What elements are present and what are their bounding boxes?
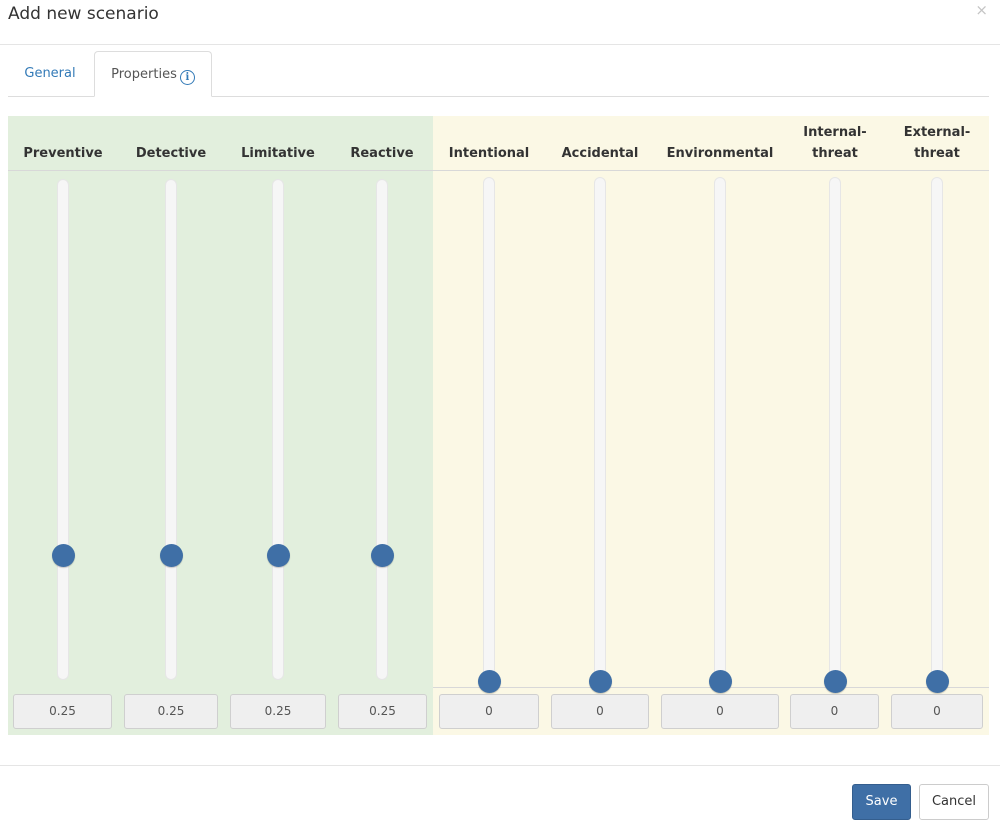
column-label: Reactive <box>350 146 414 161</box>
slider-track[interactable] <box>829 177 841 681</box>
info-icon[interactable]: i <box>179 70 195 85</box>
tab-general[interactable]: General <box>8 51 92 96</box>
modal-title: Add new scenario <box>8 4 159 24</box>
slider-track[interactable] <box>57 179 69 680</box>
slider-handle[interactable] <box>477 669 501 693</box>
threats-group-panel <box>433 116 989 735</box>
header-divider <box>8 170 989 171</box>
slider-track[interactable] <box>483 177 495 681</box>
slider-track[interactable] <box>272 179 284 680</box>
cancel-button[interactable]: Cancel <box>919 784 989 820</box>
save-button[interactable]: Save <box>852 784 911 820</box>
slider-value-input[interactable]: 0 <box>661 694 779 729</box>
tab-properties-label: Properties <box>111 67 177 82</box>
slider-track[interactable] <box>594 177 606 681</box>
slider-handle[interactable] <box>266 543 290 567</box>
column-label: Accidental <box>561 146 639 161</box>
tab-bar: General Properties i <box>8 51 989 97</box>
slider-handle[interactable] <box>588 669 612 693</box>
slider-handle[interactable] <box>51 543 75 567</box>
column-label: threat <box>812 146 858 161</box>
column-label-line1: External- <box>903 125 971 140</box>
tab-properties[interactable]: Properties i <box>94 51 212 97</box>
column-label: Environmental <box>666 146 774 161</box>
slider-handle[interactable] <box>823 669 847 693</box>
slider-value-input[interactable]: 0.25 <box>230 694 326 729</box>
slider-value-input[interactable]: 0 <box>551 694 649 729</box>
modal-footer-divider <box>0 765 1000 766</box>
column-label: Preventive <box>23 146 103 161</box>
column-label-line1: Internal- <box>803 125 867 140</box>
slider-handle[interactable] <box>159 543 183 567</box>
slider-track[interactable] <box>931 177 943 681</box>
slider-handle[interactable] <box>370 543 394 567</box>
column-label: threat <box>914 146 960 161</box>
slider-value-input[interactable]: 0.25 <box>338 694 427 729</box>
slider-value-input[interactable]: 0 <box>891 694 983 729</box>
slider-value-input[interactable]: 0.25 <box>124 694 218 729</box>
column-label: Detective <box>135 146 207 161</box>
close-icon[interactable]: × <box>975 1 988 19</box>
slider-track[interactable] <box>376 179 388 680</box>
slider-handle[interactable] <box>925 669 949 693</box>
column-label: Intentional <box>448 146 530 161</box>
slider-track[interactable] <box>165 179 177 680</box>
slider-value-input[interactable]: 0 <box>439 694 539 729</box>
controls-group-panel <box>8 116 433 735</box>
slider-value-input[interactable]: 0.25 <box>13 694 112 729</box>
slider-value-input[interactable]: 0 <box>790 694 879 729</box>
tab-general-label: General <box>24 66 76 81</box>
slider-track[interactable] <box>714 177 726 681</box>
column-label: Limitative <box>241 146 315 161</box>
modal-header: Add new scenario × <box>0 0 1000 45</box>
slider-handle[interactable] <box>708 669 732 693</box>
